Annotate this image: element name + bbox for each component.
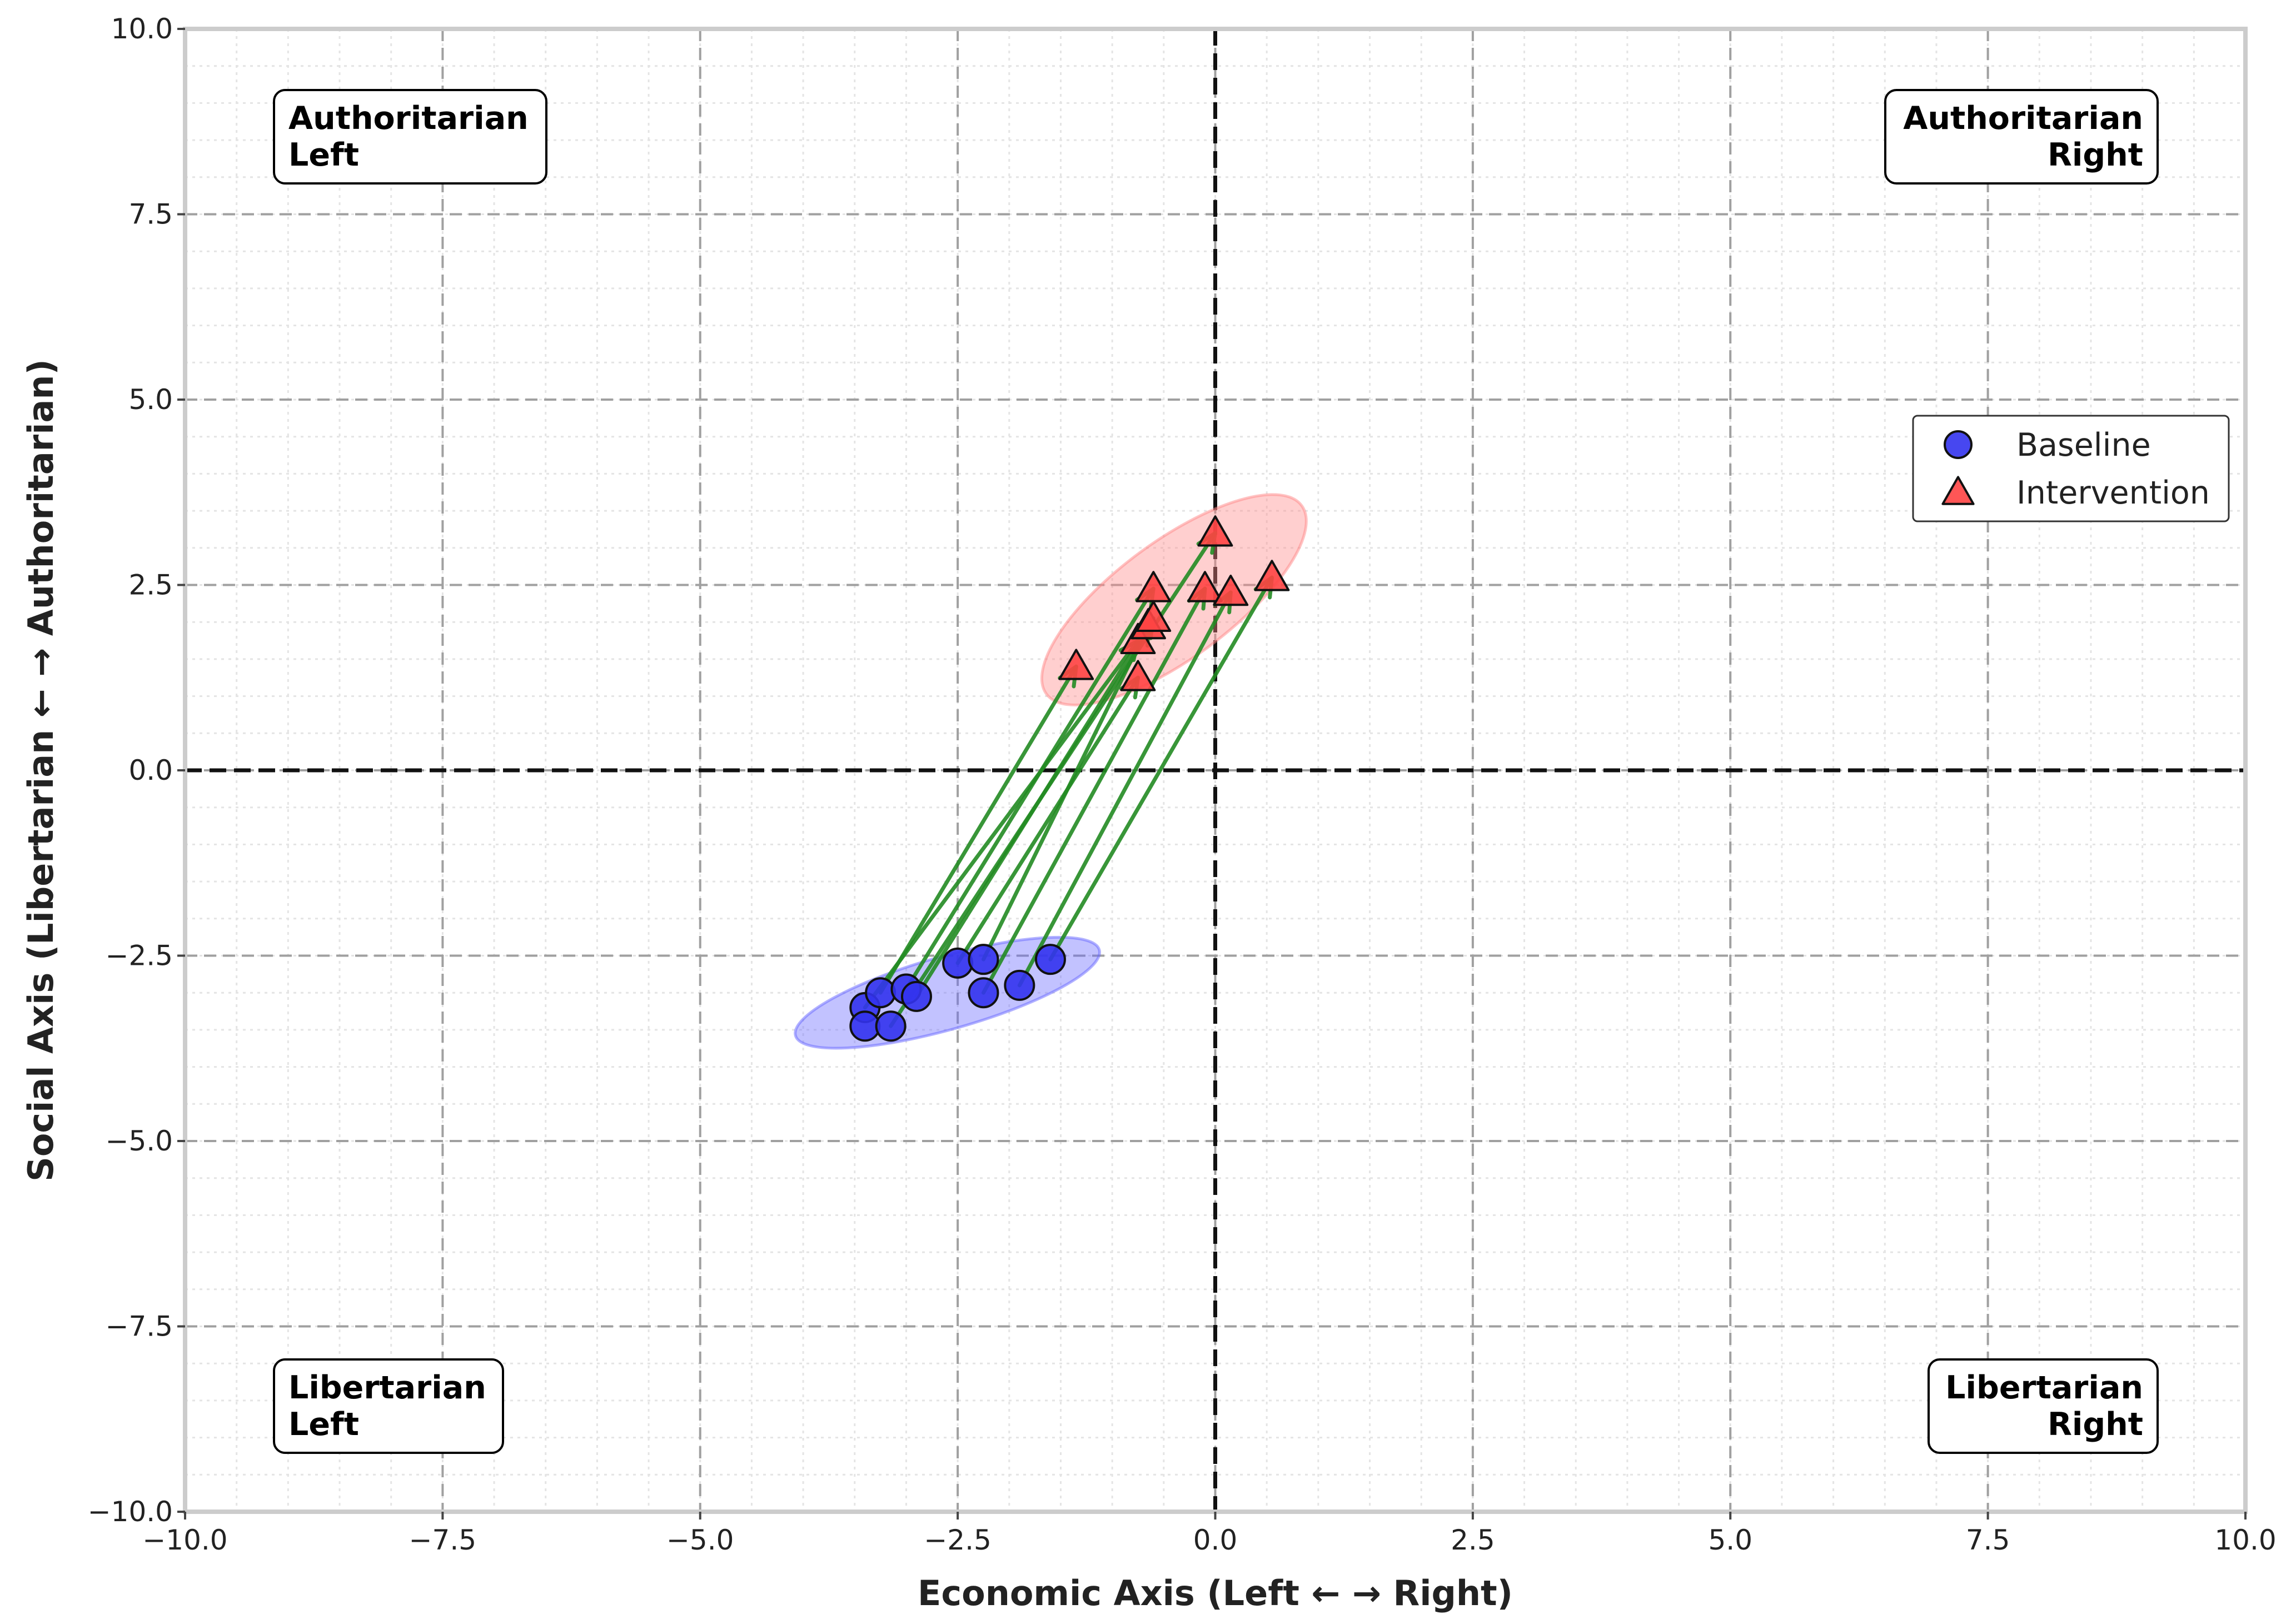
shift-arrow-line: [1017, 590, 1233, 988]
quadrant-label-text: Authoritarian: [288, 100, 529, 137]
quadrant-label-text: Libertarian: [288, 1369, 486, 1406]
shift-arrow-line: [1048, 575, 1274, 962]
legend-label: Intervention: [2016, 475, 2210, 511]
legend-label: Baseline: [2016, 427, 2151, 464]
y-axis-title: Social Axis (Libertarian ← → Authoritari…: [21, 359, 61, 1182]
intervention-point: [1135, 600, 1172, 632]
intervention-point: [1213, 574, 1249, 606]
y-axis-ticks: −10.0 −7.5 −5.0 −2.5 0.0 2.5 5.0 7.5 10.0: [88, 13, 185, 1528]
intervention-point: [1187, 571, 1223, 602]
y-tick-label: −7.5: [106, 1311, 173, 1343]
x-tick-label: −10.0: [142, 1524, 227, 1556]
y-tick-label: −2.5: [106, 940, 173, 972]
shift-arrow-line: [955, 675, 1140, 965]
y-tick-label: 2.5: [128, 569, 173, 601]
x-tick-label: −5.0: [666, 1524, 734, 1556]
quadrant-label-box: [1884, 89, 2159, 185]
x-tick-label: 7.5: [1966, 1524, 2010, 1556]
intervention-confidence-ellipse: [1040, 493, 1308, 706]
intervention-point: [1135, 571, 1172, 602]
quadrant-label-box: [273, 89, 547, 185]
y-tick-label: 5.0: [128, 383, 173, 416]
y-tick-label: 10.0: [111, 13, 173, 45]
baseline-point: [968, 944, 999, 975]
baseline-point: [1034, 944, 1066, 975]
intervention-point: [1120, 660, 1156, 691]
baseline-point: [875, 1010, 907, 1042]
x-axis-ticks: −10.0 −7.5 −5.0 −2.5 0.0 2.5 5.0 7.5 10.0: [142, 1512, 2277, 1556]
baseline-legend-marker: [1944, 430, 1973, 459]
quadrant-label-box: [1928, 1358, 2159, 1454]
x-tick-label: 2.5: [1451, 1524, 1495, 1556]
x-tick-label: −7.5: [409, 1524, 476, 1556]
data-markers: [849, 515, 1290, 1042]
quadrant-labels: AuthoritarianLeftAuthoritarianRightLiber…: [273, 89, 2159, 1454]
baseline-point: [865, 977, 897, 1009]
shift-arrow-line: [981, 586, 1207, 995]
quadrant-label-text: Authoritarian: [1903, 100, 2143, 137]
y-tick-label: 0.0: [128, 754, 173, 786]
intervention-legend-marker: [1941, 476, 1975, 505]
quadrant-label-text: Libertarian: [1945, 1369, 2143, 1406]
y-tick-label: 7.5: [128, 198, 173, 231]
baseline-point: [942, 947, 974, 979]
baseline-point: [968, 977, 999, 1009]
shift-arrow-line: [863, 639, 1140, 1010]
quadrant-label-text: Right: [2048, 137, 2143, 173]
reference-lines: [185, 29, 2245, 1512]
legend-item-intervention: Intervention: [1941, 475, 2210, 511]
quadrant-label-text: Left: [288, 137, 359, 173]
shift-arrow-line: [981, 624, 1151, 962]
intervention-point: [1058, 649, 1094, 680]
x-tick-label: 10.0: [2214, 1524, 2276, 1556]
shift-arrow-line: [878, 664, 1078, 995]
quadrant-label-text: Left: [288, 1406, 359, 1443]
baseline-point: [900, 980, 932, 1012]
shift-arrows: [863, 531, 1274, 1028]
x-axis-title: Economic Axis (Left ← → Right): [918, 1573, 1513, 1613]
baseline-point: [1004, 969, 1035, 1001]
y-tick-label: −10.0: [88, 1496, 173, 1528]
x-tick-label: 0.0: [1193, 1524, 1238, 1556]
quadrant-label-box: [273, 1358, 504, 1454]
intervention-point: [1197, 515, 1233, 547]
x-tick-label: 5.0: [1708, 1524, 1752, 1556]
y-tick-label: −5.0: [106, 1125, 173, 1157]
shift-arrow-line: [904, 586, 1156, 992]
baseline-point: [849, 1010, 881, 1042]
legend-box: [1912, 415, 2230, 522]
quadrant-label-text: Right: [2048, 1406, 2143, 1443]
x-tick-label: −2.5: [924, 1524, 991, 1556]
intervention-point: [1254, 560, 1290, 591]
legend: Baseline Intervention: [1912, 415, 2230, 522]
legend-item-baseline: Baseline: [1944, 427, 2151, 464]
